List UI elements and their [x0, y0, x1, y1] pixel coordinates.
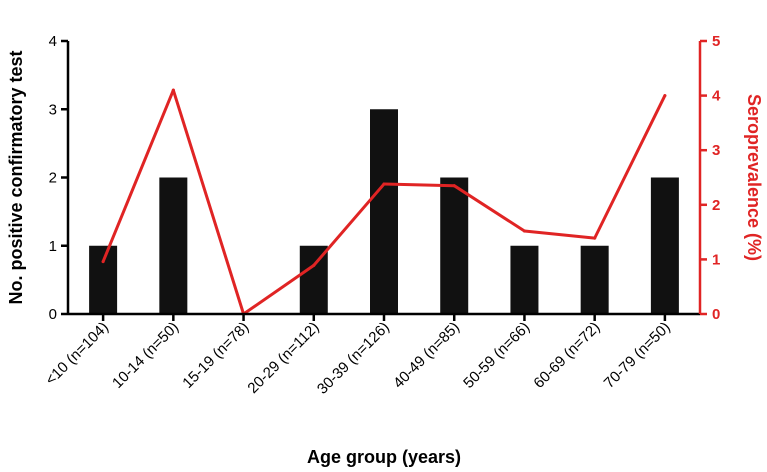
line-point-1: [171, 88, 175, 92]
left-axis-tick-label-4: 4: [49, 33, 57, 50]
line-segment-0: [101, 88, 175, 264]
line-point-0: [101, 260, 105, 264]
x-axis-category-label-3: 20-29 (n=112): [244, 319, 322, 397]
axes-group: [61, 39, 707, 321]
bar-8: [650, 177, 679, 314]
x-axis-category-label-6: 50-59 (n=66): [460, 319, 533, 392]
right-axis-tick-label-2: 2: [712, 197, 720, 214]
left-axis-tick-label-3: 3: [49, 101, 57, 118]
x-axis-category-label-0: <10 (n=104): [42, 319, 112, 389]
bar-6: [510, 245, 539, 314]
line-point-6: [522, 229, 526, 233]
x-axis-category-label-1: 10-14 (n=50): [109, 319, 182, 392]
bar-1: [159, 177, 188, 314]
line-point-7: [593, 236, 597, 240]
right-axis-tick-label-1: 1: [712, 251, 720, 268]
left-axis-tick-label-2: 2: [49, 170, 57, 187]
line-point-4: [382, 182, 386, 186]
line-group: [101, 88, 667, 316]
bars-group: [89, 109, 679, 314]
x-axis-category-label-4: 30-39 (n=126): [314, 319, 393, 398]
bar-0: [89, 245, 118, 314]
line-segment-6: [522, 229, 597, 240]
right-axis-tick-label-0: 0: [712, 306, 720, 323]
left-axis-title: No. positive confirmatory test: [6, 50, 26, 304]
x-axis-category-label-8: 70-79 (n=50): [601, 319, 674, 392]
left-axis-tick-label-0: 0: [49, 306, 57, 323]
line-point-3: [312, 263, 316, 267]
line-segment-3: [312, 182, 386, 267]
x-axis-category-label-5: 40-49 (n=85): [390, 319, 463, 392]
bar-5: [440, 177, 469, 314]
bar-7: [580, 245, 609, 314]
line-segment-4: [382, 182, 456, 188]
line-segment-1: [171, 88, 246, 316]
line-segment-7: [593, 94, 667, 240]
left-axis-tick-label-1: 1: [49, 238, 57, 255]
x-axis-title: Age group (years): [307, 447, 461, 467]
line-segment-5: [452, 184, 526, 233]
right-axis-tick-label-5: 5: [712, 33, 720, 50]
x-axis-category-label-7: 60-69 (n=72): [530, 319, 603, 392]
bar-3: [299, 245, 328, 314]
x-axis-category-label-2: 15-19 (n=78): [179, 319, 252, 392]
line-point-5: [452, 184, 456, 188]
bar-4: [370, 109, 398, 314]
right-axis-tick-label-4: 4: [712, 88, 721, 105]
line-segment-2: [242, 263, 316, 316]
line-point-8: [663, 94, 667, 98]
right-axis-title: Seroprevalence (%): [744, 94, 764, 261]
right-axis-tick-label-3: 3: [712, 142, 720, 159]
